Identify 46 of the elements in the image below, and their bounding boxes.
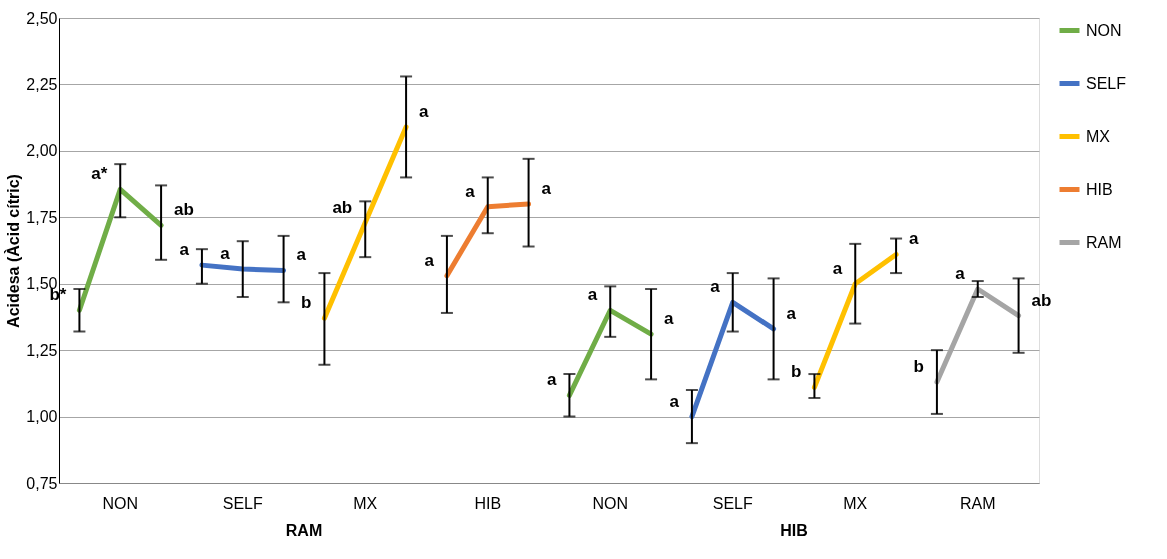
data-label: a (541, 179, 552, 198)
data-label: a (664, 309, 675, 329)
x-tick-label: SELF (712, 494, 753, 512)
y-tick-label: 1,00 (26, 408, 58, 426)
data-label: a (587, 285, 598, 305)
legend-label: RAM (1086, 233, 1122, 251)
data-label: b (913, 357, 924, 377)
data-label: a (546, 370, 557, 390)
x-tick-label: MX (843, 494, 868, 512)
data-label: ab (174, 200, 194, 220)
data-label: a (465, 181, 476, 201)
x-tick-label: SELF (222, 494, 263, 512)
data-label: a* (91, 164, 108, 184)
legend-label: SELF (1086, 74, 1127, 92)
legend-label: MX (1086, 127, 1111, 145)
y-tick-label: 2,50 (26, 9, 58, 27)
data-label: a (220, 244, 231, 264)
x-tick-label: NON (102, 494, 139, 512)
x-tick-label: NON (592, 494, 629, 512)
data-label: a (424, 250, 435, 270)
data-label: a (669, 391, 680, 411)
y-tick-label: 1,75 (26, 208, 58, 226)
data-label: a (179, 240, 190, 260)
data-label: b (791, 362, 802, 382)
x-tick-label: MX (353, 494, 378, 512)
y-tick-label: 2,25 (26, 75, 58, 93)
legend-label: HIB (1086, 180, 1113, 198)
data-label: ab (1031, 290, 1052, 310)
x-tick-label: HIB (474, 494, 502, 512)
y-tick-label: 2,00 (26, 142, 58, 160)
data-label: a (955, 264, 966, 284)
data-label: a (710, 277, 721, 297)
data-label: a (786, 303, 797, 323)
data-label: b (301, 293, 312, 313)
data-label: a (296, 245, 307, 265)
text: RAM (285, 522, 323, 539)
data-label: a (419, 101, 430, 121)
x-tick-label: RAM (959, 494, 996, 512)
data-label: a (832, 258, 843, 278)
y-axis-title: Acidesa (Àcid cítric) (4, 174, 23, 328)
data-label: a (909, 229, 920, 249)
y-tick-label: 1,25 (26, 341, 58, 359)
data-label: ab (332, 197, 353, 217)
legend-label: NON (1086, 21, 1122, 39)
y-tick-label: 0,75 (26, 474, 58, 492)
text: HIB (780, 522, 808, 539)
